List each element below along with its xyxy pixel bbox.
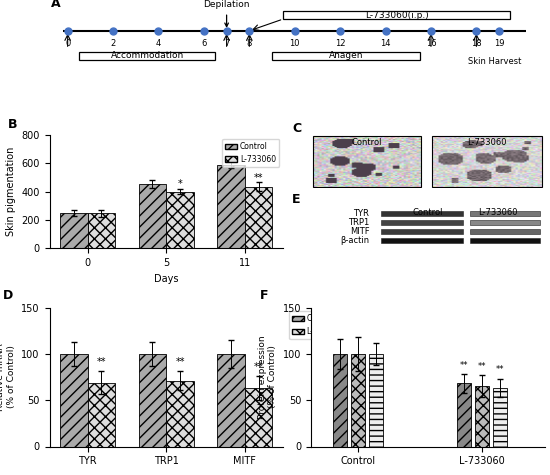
Text: *: * [178, 180, 183, 190]
Text: 16: 16 [426, 38, 436, 48]
Text: C: C [293, 123, 301, 135]
Bar [368, 354, 383, 446]
Text: 2: 2 [111, 38, 116, 48]
Text: F: F [260, 289, 268, 302]
Text: A: A [51, 0, 60, 10]
Y-axis label: Skin pigmentation: Skin pigmentation [6, 147, 16, 237]
Text: 8: 8 [246, 38, 252, 48]
Bar [139, 184, 166, 248]
Text: β-actin: β-actin [340, 236, 370, 245]
Text: 14: 14 [380, 38, 391, 48]
Text: MITF: MITF [350, 227, 370, 236]
Bar [458, 383, 471, 446]
Bar [245, 388, 272, 446]
Text: 4: 4 [156, 38, 161, 48]
Bar [314, 136, 421, 187]
Bar [217, 354, 245, 446]
Text: Control: Control [352, 138, 382, 147]
Text: 12: 12 [335, 38, 345, 48]
Bar [60, 213, 87, 248]
Bar [351, 354, 365, 446]
Text: **: ** [460, 361, 469, 370]
Bar [470, 238, 540, 243]
Text: **: ** [496, 365, 504, 374]
Bar [493, 388, 507, 446]
Text: **: ** [254, 361, 263, 371]
Bar [60, 354, 87, 446]
Bar [470, 220, 540, 225]
Bar [245, 187, 272, 248]
Text: 10: 10 [289, 38, 300, 48]
Legend: Control, L-733060: Control, L-733060 [289, 311, 346, 339]
Text: **: ** [478, 361, 487, 371]
Text: E: E [293, 193, 301, 206]
Bar [381, 220, 463, 225]
Bar [470, 229, 540, 234]
Bar [166, 192, 194, 248]
Text: D: D [3, 289, 13, 302]
Text: Accommodation: Accommodation [111, 51, 184, 60]
Legend: Control, L-733060: Control, L-733060 [222, 139, 279, 167]
Text: 18: 18 [471, 38, 482, 48]
Text: 19: 19 [494, 38, 504, 48]
Bar [217, 165, 245, 248]
Text: **: ** [254, 173, 263, 183]
X-axis label: Days: Days [154, 274, 179, 284]
Text: TRP1: TRP1 [348, 218, 370, 227]
Bar [87, 213, 115, 248]
Bar [87, 382, 115, 446]
Bar [283, 11, 510, 19]
Bar [470, 211, 540, 216]
Text: Control: Control [412, 208, 443, 217]
Text: Skin Harvest: Skin Harvest [468, 57, 521, 66]
Text: **: ** [97, 357, 106, 367]
Bar [166, 380, 194, 446]
Text: TYR: TYR [354, 209, 370, 218]
Bar [381, 211, 463, 216]
Text: 7: 7 [224, 38, 229, 48]
Text: **: ** [175, 357, 185, 367]
Bar [333, 354, 347, 446]
Text: B: B [8, 118, 17, 131]
Bar [432, 136, 542, 187]
Text: Anagen: Anagen [328, 51, 363, 60]
Text: L-733060: L-733060 [478, 208, 518, 217]
Bar [381, 238, 463, 243]
Bar [475, 386, 490, 446]
Bar [139, 354, 166, 446]
Bar [272, 52, 420, 60]
Bar [381, 229, 463, 234]
Text: Depilation: Depilation [204, 0, 250, 27]
Text: 0: 0 [65, 38, 70, 48]
Text: L-733060(i.p.): L-733060(i.p.) [365, 10, 429, 19]
Y-axis label: Relative mRNA
(% of Control): Relative mRNA (% of Control) [0, 343, 16, 411]
Y-axis label: Protein expression
(% of Control): Protein expression (% of Control) [258, 335, 277, 419]
Text: 6: 6 [201, 38, 207, 48]
Text: L-733060: L-733060 [468, 138, 507, 147]
Bar [79, 52, 215, 60]
